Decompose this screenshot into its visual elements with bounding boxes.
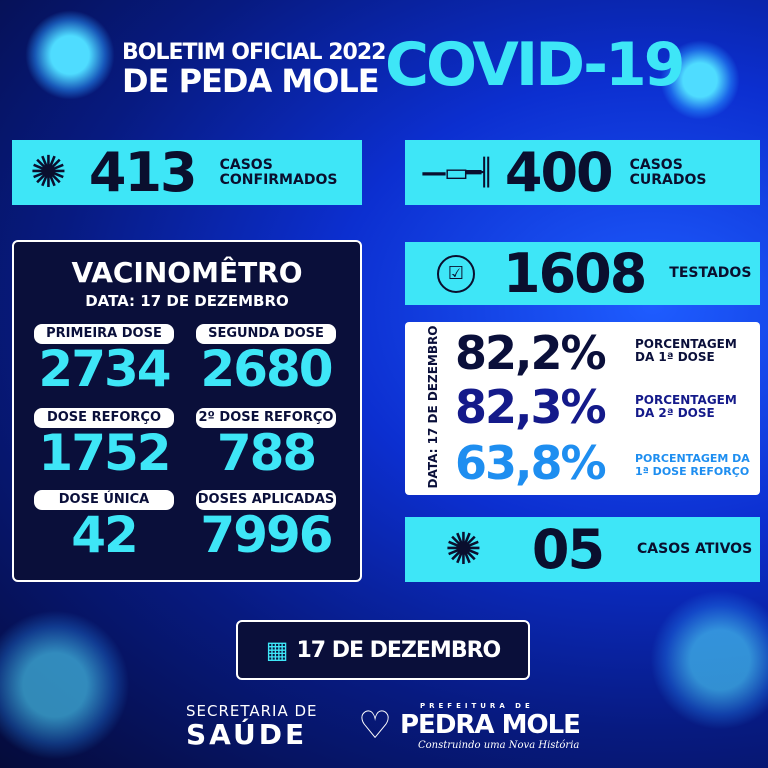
pct-reforco: 63,8% (455, 436, 607, 490)
value-doses-aplicadas: 7996 (200, 506, 333, 564)
label-primeira-dose: PRIMEIRA DOSE (34, 324, 174, 344)
label-dose-unica: DOSE ÚNICA (34, 490, 174, 510)
ativos-label: CASOS ATIVOS (637, 541, 753, 557)
value-primeira-dose: 2734 (38, 340, 171, 398)
label-dose-reforco: DOSE REFORÇO (34, 408, 174, 428)
pct-2-dose: 82,3% (455, 380, 607, 434)
vacinometro-title: VACINOMÊTRO (71, 256, 303, 289)
label-doses-aplicadas: DOSES APLICADAS (196, 490, 336, 510)
curados-box: —▭━╢ 400 CASOS CURADOS (405, 140, 760, 205)
header-line1: BOLETIM OFICIAL 2022 (122, 40, 386, 65)
covid-title: COVID-19 (385, 30, 686, 100)
virus-decoration-icon (660, 40, 740, 120)
vacinometro-panel: VACINOMÊTRO DATA: 17 DE DEZEMBRO PRIMEIR… (12, 240, 362, 582)
slogan: Construindo uma Nova História (418, 740, 580, 751)
curados-value: 400 (504, 141, 614, 204)
secretaria-line2: SAÚDE (186, 718, 308, 751)
percentuais-date: DATA: 17 DE DEZEMBRO (426, 325, 440, 489)
value-2-dose-reforco: 788 (216, 424, 317, 482)
pct-1-dose-label: PORCENTAGEM DA 1ª DOSE (635, 337, 737, 364)
virus-icon: ✺ (445, 524, 482, 575)
confirmados-box: ✺ 413 CASOS CONFIRMADOS (12, 140, 362, 205)
confirmados-label: CASOS CONFIRMADOS (219, 156, 338, 188)
secretaria-line1: SECRETARIA DE (186, 702, 318, 720)
date-badge-text: 17 DE DEZEMBRO (296, 637, 501, 663)
confirmados-value: 413 (88, 141, 198, 204)
label-2-dose-reforco: 2º DOSE REFORÇO (196, 408, 336, 428)
percentuais-panel (405, 322, 760, 495)
virus-decoration-icon (0, 610, 130, 760)
ativos-box: ✺ 05 CASOS ATIVOS (405, 517, 760, 582)
prefeitura-logo-icon: ♡ (358, 703, 393, 747)
curados-label: CASOS CURADOS (629, 156, 707, 188)
prefeitura-big: PEDRA MOLE (400, 710, 581, 740)
syringe-icon: —▭━╢ (421, 157, 494, 188)
pct-2-dose-label: PORCENTAGEM DA 2ª DOSE (635, 393, 737, 420)
value-segunda-dose: 2680 (200, 340, 333, 398)
testados-label: TESTADOS (669, 265, 752, 281)
header-line2: DE PEDA MOLE (122, 62, 380, 100)
ativos-value: 05 (531, 518, 605, 581)
virus-icon: ✺ (30, 147, 67, 198)
label-segunda-dose: SEGUNDA DOSE (196, 324, 336, 344)
pct-1-dose: 82,2% (455, 326, 607, 380)
date-badge: ▦ 17 DE DEZEMBRO (236, 620, 530, 680)
value-dose-unica: 42 (71, 506, 139, 564)
value-dose-reforco: 1752 (38, 424, 171, 482)
virus-decoration-icon (650, 590, 768, 730)
clipboard-icon: ☑ (437, 254, 475, 293)
testados-value: 1608 (503, 242, 647, 305)
testados-box: ☑ 1608 TESTADOS (405, 242, 760, 305)
calendar-icon: ▦ (265, 636, 289, 664)
pct-reforco-label: PORCENTAGEM DA 1ª DOSE REFORÇO (635, 452, 750, 478)
vacinometro-date: DATA: 17 DE DEZEMBRO (85, 292, 289, 310)
virus-decoration-icon (25, 10, 115, 100)
prefeitura-small: PREFEITURA DE (420, 702, 534, 710)
